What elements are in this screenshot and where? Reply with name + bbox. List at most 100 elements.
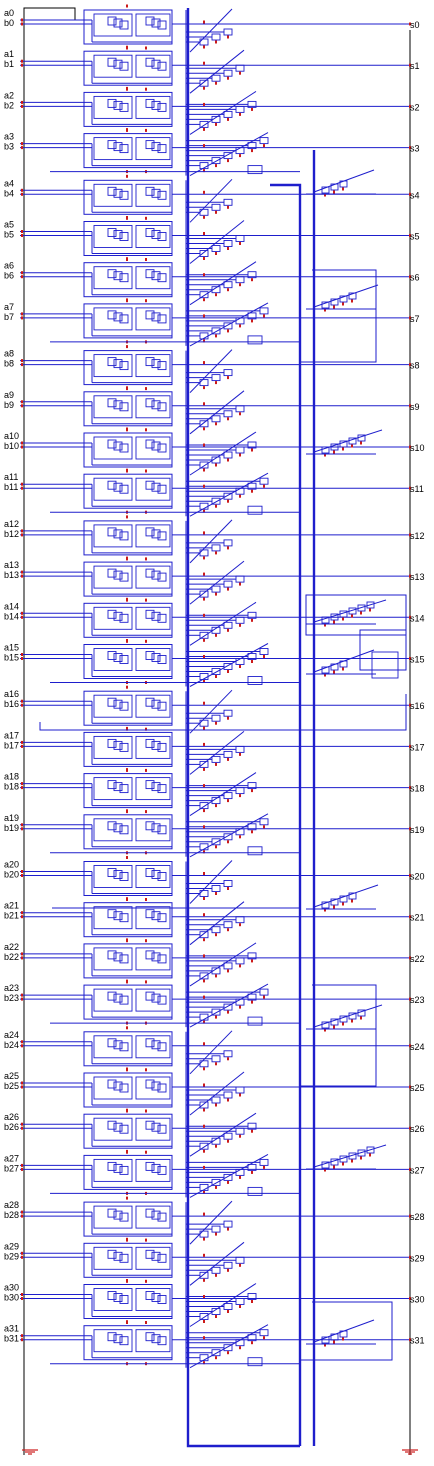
pin-gate xyxy=(203,1020,205,1024)
pin-carry xyxy=(203,484,205,488)
full-adder-cell xyxy=(83,814,173,850)
lookahead-gate xyxy=(223,1261,233,1269)
lookahead-gate xyxy=(199,1313,209,1320)
pin-top xyxy=(126,86,128,90)
pin-top xyxy=(126,174,128,178)
transistor xyxy=(151,1334,161,1344)
pin-level2 xyxy=(351,299,353,303)
transistor xyxy=(145,950,155,960)
input-label-b30: b30 xyxy=(4,1293,19,1303)
pin-b xyxy=(21,956,23,960)
input-label-b5: b5 xyxy=(4,230,14,240)
fan-diagonal xyxy=(189,983,269,1028)
full-adder-cell xyxy=(83,1154,173,1190)
xor-block xyxy=(93,818,133,842)
transistor xyxy=(107,398,117,408)
pin-gate xyxy=(251,618,253,622)
pin-s xyxy=(409,1167,411,1171)
pin-s xyxy=(409,363,411,367)
pin-gate xyxy=(227,1057,229,1061)
and-block xyxy=(135,1288,171,1311)
pin-gate xyxy=(215,164,217,168)
pin-gate xyxy=(239,923,241,927)
transistor xyxy=(107,950,117,960)
lookahead-gate xyxy=(211,1096,221,1104)
transistor xyxy=(145,1079,155,1089)
input-label-a18: a18 xyxy=(4,772,19,782)
pin-a xyxy=(21,570,23,574)
level2-diagonal xyxy=(313,1319,375,1343)
transistor xyxy=(113,1163,123,1173)
transistor xyxy=(157,1253,167,1263)
group-carry-gate xyxy=(247,1186,263,1196)
fan-diagonal xyxy=(189,8,233,53)
transistor xyxy=(119,1165,129,1175)
pin-top xyxy=(126,345,128,349)
pin-gate xyxy=(203,257,205,260)
pin-s xyxy=(409,1338,411,1342)
pin-s xyxy=(409,874,411,877)
pin-gate xyxy=(227,887,229,890)
transistor xyxy=(157,701,167,711)
input-label-b7: b7 xyxy=(4,312,14,322)
pin-bottom xyxy=(145,258,147,261)
transistor xyxy=(119,443,129,453)
pin-gate xyxy=(215,334,217,338)
pin-gate xyxy=(239,623,241,627)
full-adder-cell xyxy=(83,1325,173,1361)
pin-gate xyxy=(251,278,253,282)
pin-carry xyxy=(203,61,205,65)
input-label-b28: b28 xyxy=(4,1210,19,1220)
output-label-s21: s21 xyxy=(410,913,425,923)
input-label-b8: b8 xyxy=(4,359,14,369)
pin-carry xyxy=(203,655,205,658)
fan-diagonal xyxy=(189,560,245,605)
output-label-s18: s18 xyxy=(410,784,425,794)
pin-a xyxy=(21,1251,23,1255)
fan-diagonal xyxy=(189,601,257,646)
level2-gate xyxy=(321,186,330,194)
transistor xyxy=(113,18,123,28)
pin-gate xyxy=(215,721,217,725)
pin-gate xyxy=(215,1273,217,1277)
transistor xyxy=(145,439,155,449)
transistor xyxy=(107,98,117,108)
input-label-a12: a12 xyxy=(4,519,19,529)
pin-s xyxy=(409,316,411,320)
pin-b xyxy=(21,744,23,748)
pin-gate xyxy=(203,1278,205,1282)
lookahead-gate xyxy=(223,539,233,547)
xor-block xyxy=(93,1329,133,1353)
transistor xyxy=(145,186,155,196)
pin-gate xyxy=(251,107,253,111)
input-label-b18: b18 xyxy=(4,782,19,792)
transistor xyxy=(119,872,129,881)
level2-diagonal xyxy=(313,1144,387,1168)
transistor xyxy=(145,568,155,578)
transistor xyxy=(113,59,123,69)
xor-block xyxy=(93,225,133,248)
transistor xyxy=(113,529,123,539)
pin-a xyxy=(21,59,23,63)
input-label-b1: b1 xyxy=(4,59,14,69)
lookahead-gate xyxy=(199,1142,209,1150)
output-label-s6: s6 xyxy=(410,273,420,283)
transistor xyxy=(107,868,117,877)
full-adder-cell xyxy=(83,1113,173,1149)
input-label-b6: b6 xyxy=(4,271,14,281)
pin-bottom xyxy=(145,387,147,391)
pin-bottom xyxy=(145,768,147,772)
pin-gate xyxy=(215,504,217,508)
transistor xyxy=(113,100,123,110)
pin-gate xyxy=(239,283,241,287)
lookahead-gate xyxy=(235,405,245,413)
transistor xyxy=(119,20,129,30)
pin-carry xyxy=(203,1124,205,1128)
output-label-s11: s11 xyxy=(410,484,424,494)
full-adder-cell xyxy=(83,303,173,339)
pin-gate xyxy=(251,1129,253,1133)
fan-diagonal xyxy=(189,1112,257,1157)
pin-carry xyxy=(203,232,205,235)
pin-gate xyxy=(215,1062,217,1066)
pin-top xyxy=(126,515,128,519)
